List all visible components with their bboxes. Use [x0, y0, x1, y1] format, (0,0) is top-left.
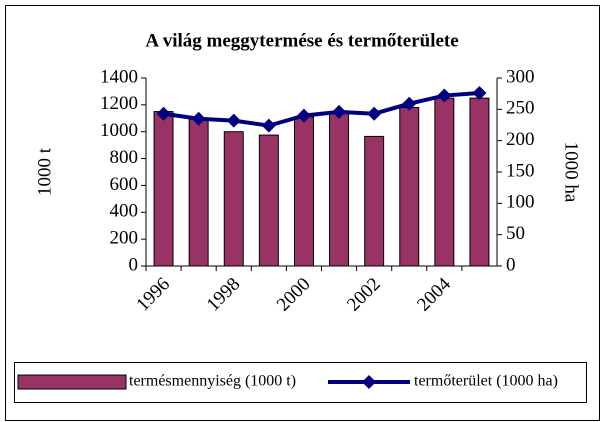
bar: [329, 111, 350, 267]
y2-axis-label: 1000 ha: [561, 142, 582, 203]
y2-tick-label: 200: [506, 129, 535, 150]
chart-title: A világ meggytermése és termőterülete: [145, 30, 458, 51]
y-tick-label: 1200: [100, 93, 138, 114]
line-marker: [226, 113, 241, 128]
y-tick-label: 400: [110, 201, 139, 222]
y2-tick-label: 250: [506, 98, 535, 119]
y-tick-label: 1400: [100, 66, 138, 87]
legend-label: termőterület (1000 ha): [414, 373, 558, 390]
bar: [399, 107, 420, 267]
bar: [293, 116, 314, 267]
y2-tick-label: 50: [506, 223, 525, 244]
y-tick-label: 1000: [100, 120, 138, 141]
line-marker: [156, 106, 171, 121]
y-tick-label: 800: [110, 147, 139, 168]
bar: [153, 111, 174, 267]
y2-tick-label: 300: [506, 66, 535, 87]
y2-tick-label: 100: [506, 192, 535, 213]
line-marker: [191, 111, 206, 126]
line-marker: [402, 96, 417, 111]
y-tick-label: 200: [110, 228, 139, 249]
line: [163, 91, 480, 128]
bar: [469, 97, 490, 267]
y2-tick-label: 0: [506, 254, 516, 275]
line-marker: [367, 106, 382, 121]
legend-marker: [362, 375, 376, 389]
line-marker: [261, 118, 276, 133]
legend-label: termésmennyiség (1000 t): [129, 373, 296, 390]
bar: [258, 134, 279, 267]
y2-tick-label: 150: [506, 160, 535, 181]
line-marker: [437, 88, 452, 103]
line-marker: [296, 108, 311, 123]
bar: [188, 117, 209, 267]
bar: [223, 131, 244, 267]
bar: [434, 97, 455, 267]
y-axis-label: 1000 t: [34, 147, 55, 196]
y-tick-label: 600: [110, 174, 139, 195]
y-tick-label: 0: [129, 254, 139, 275]
line-marker: [472, 86, 487, 101]
bar: [364, 135, 385, 267]
legend-swatch: [17, 374, 127, 390]
line-marker: [332, 104, 347, 119]
